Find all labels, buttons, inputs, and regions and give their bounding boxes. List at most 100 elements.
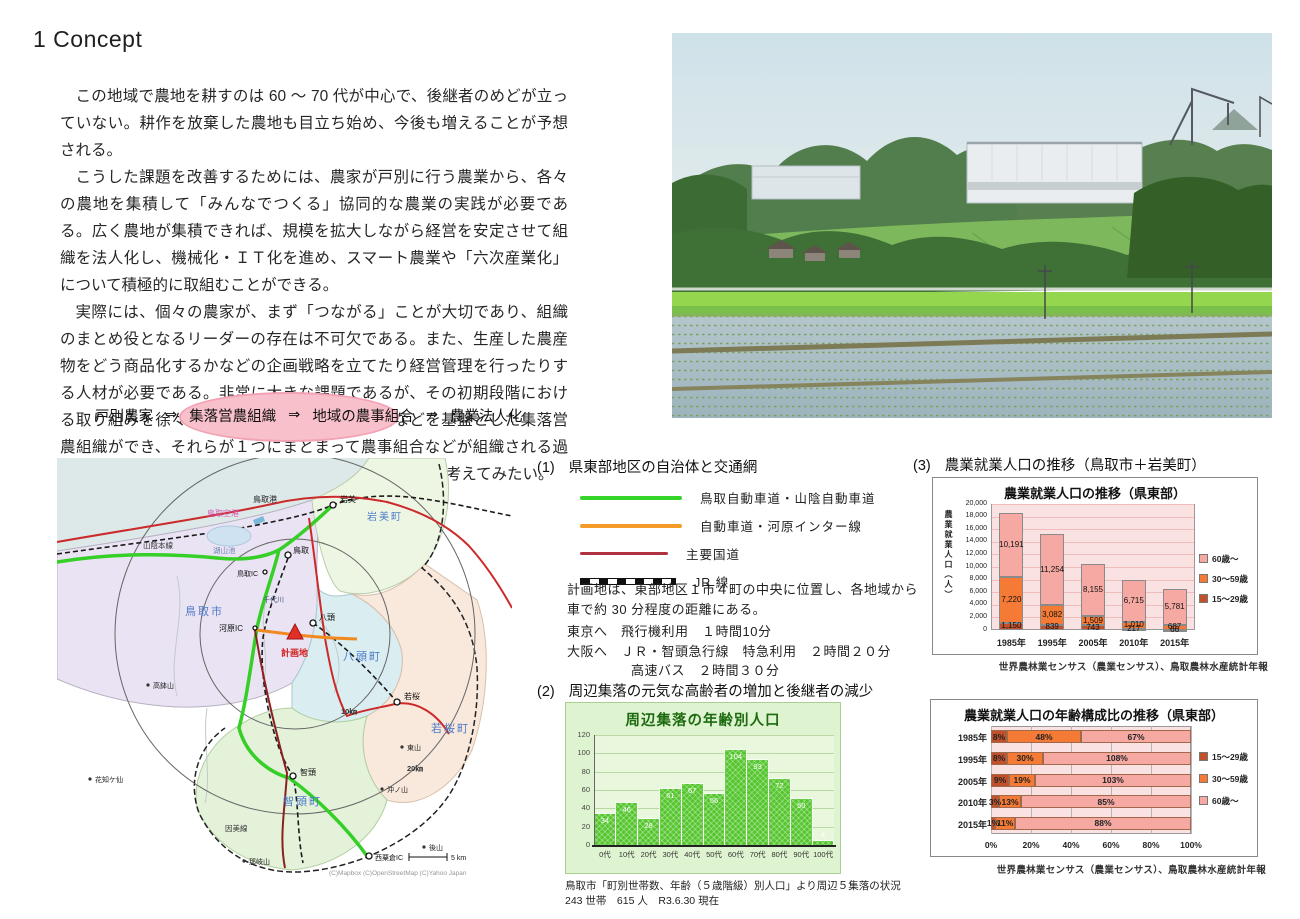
rice-paddy-photo [671, 33, 1273, 418]
bar-segment-label: 1,509 [1082, 615, 1104, 625]
village-age-chart-title: 周辺集落の年齢別人口 [625, 713, 781, 729]
farm-age-ratio-chart: 農業就業人口の年齢構成比の推移（県東部） 0% 20% 40% 60% 80% 100% 1… [930, 699, 1258, 857]
section2-number: (2) [537, 684, 555, 700]
y-tick-label: 60 [581, 785, 590, 794]
legend-swatch [1199, 594, 1208, 603]
bar-segment-label: 48% [1035, 731, 1053, 742]
caption-line: 243 世帯 615 人 R3.6.30 現在 [565, 895, 720, 908]
bar-segment [991, 773, 1009, 787]
map-label-iwami-town: 岩美町 [367, 510, 403, 523]
mountain-dots [88, 683, 426, 863]
paddy-bund [671, 331, 1273, 354]
bar-value-label: 67 [688, 785, 697, 795]
y-tick-label: 120 [577, 730, 590, 739]
gridline [992, 529, 1194, 531]
map-label-yazu-station: 八頭 [319, 613, 335, 622]
x-tick-label: 2010年 [1119, 638, 1149, 648]
bar-segment-label: 103% [1102, 775, 1124, 785]
y-tick-label: 40 [581, 803, 590, 813]
legend-label: 60歳～ [1212, 554, 1239, 564]
map-label-wakasa-station: 若桜 [404, 691, 420, 701]
map-label-tottori-airport: 鳥取空港 [207, 508, 239, 518]
bar-segment [1007, 751, 1043, 765]
bar-segment-label: 839 [1045, 622, 1059, 632]
flow-step-individual-farm: 戸別農家 [95, 408, 153, 425]
bar [615, 801, 639, 846]
bar-segment [999, 622, 1024, 630]
chart-source: 世界農林業センサス（農業センサス）、鳥取農林水産統計年報 [996, 865, 1266, 876]
y-tick-label: 18,000 [965, 512, 987, 520]
bar-segment-label: 3,082 [1042, 610, 1063, 619]
bar-segment [1081, 615, 1105, 626]
section1-body: 計画地は、東部地区１市４町の中央に位置し、各地域から車で約 30 分程度の距離に… [567, 582, 919, 618]
chart-source: 世界農林業センサス（農業センサス）、鳥取農林水産統計年報 [998, 662, 1268, 673]
section2-title: 周辺集落の元気な高齢者の増加と後継者の減少 [568, 684, 874, 700]
gridline [992, 541, 1194, 543]
bar-value-label: 93 [753, 761, 762, 771]
y-tick-label: 8,000 [969, 575, 987, 583]
map-label-sendai-river: 千代川 [263, 595, 284, 604]
gridline [594, 771, 834, 773]
legend-row-expressway: 鳥取自動車道・山陰自動車道 [580, 488, 910, 507]
bar-value-label: 50 [797, 801, 806, 811]
map-label-inbi-line: 因美線 [225, 823, 248, 833]
bar-segment-label: 85% [1097, 796, 1115, 807]
x-tick-label: 1985年 [996, 638, 1026, 648]
section2-caption: 鳥取市「町別世帯数、年齢（５歳階級）別人口」より周辺５集落の状況 243 世帯 … [565, 879, 901, 909]
x-tick-label: 20% [1022, 840, 1040, 850]
bar-segment-label: 5,781 [1164, 602, 1185, 612]
bar [768, 778, 791, 846]
bar-segment-label: 19% [1013, 775, 1031, 785]
bar-segment-label: 11,254 [1040, 564, 1065, 574]
legend-swatch [1199, 752, 1208, 761]
y-tick-label: 4,000 [969, 600, 987, 608]
y-tick-label: 0 [983, 625, 987, 633]
bar-value-label: 72 [775, 781, 784, 790]
x-tick-label: 0% [984, 840, 998, 850]
kawahara-ic-marker [252, 625, 258, 631]
bar-value-label: 46 [622, 804, 631, 814]
paddy-bund [671, 370, 1273, 391]
legend-swatch [1199, 774, 1208, 783]
gridline [1191, 726, 1192, 834]
flow-step-incorporation: 農業法人化 [449, 408, 523, 425]
x-tick-label: 2005年 [1078, 638, 1108, 648]
bar-segment-label: 9% [993, 775, 1007, 785]
bar-segment [1040, 624, 1065, 630]
bar-segment [999, 577, 1024, 623]
legend-label: 鳥取自動車道・山陰自動車道 [700, 492, 876, 506]
y-tick-label: 2010年 [957, 798, 987, 809]
bar-value-label: 28 [644, 821, 653, 831]
bar-segment-label: 7,220 [1001, 595, 1022, 604]
regional-map: 鳥取港 鳥取空港 山陰本線 湖山池 鳥取市 鳥取 鳥取IC 千代川 河原IC 計… [55, 453, 513, 880]
intro-paragraph: この地域で農地を耕すのは 60 ～ 70 代が中心で、後継者のめどが立っていない… [60, 88, 568, 159]
section1-number: (1) [537, 460, 555, 476]
map-label-yazu-town: 八頭町 [343, 650, 382, 663]
y-tick-label: 14,000 [965, 537, 987, 545]
national-roads [56, 495, 513, 735]
sea [57, 458, 369, 551]
tottori-ic-marker [262, 569, 268, 575]
bar [789, 798, 813, 846]
legend-label: 主要国道 [686, 548, 741, 562]
bar-segment [1040, 534, 1065, 606]
bar-segment [1081, 625, 1105, 630]
y-tick-label: 10,000 [965, 562, 987, 570]
x-tick-label: 20代 [640, 850, 657, 859]
bar [702, 792, 726, 846]
bar-segment [1021, 795, 1191, 809]
rail-lines [56, 495, 513, 864]
x-tick-label: 80代 [771, 850, 788, 859]
bar [637, 818, 660, 846]
bar-value-label: 4 [820, 830, 826, 840]
station-iwami [329, 501, 337, 509]
section3-heading: (3) 農業就業人口の推移（鳥取市＋岩美町） [913, 454, 1206, 475]
flow-step-village-org: 集落営農組織 [189, 408, 277, 425]
map-label-tottori-ic: 鳥取IC [237, 569, 258, 578]
map-label-iwami-station: 岩美 [340, 494, 356, 504]
station-yazu [309, 619, 317, 627]
y-axis-title: 農業就業人口（人） [944, 510, 953, 600]
map-label-koyama-lake: 湖山池 [213, 545, 236, 555]
station-tottori [284, 551, 292, 559]
legend-row-national-road: 主要国道 [580, 544, 910, 563]
